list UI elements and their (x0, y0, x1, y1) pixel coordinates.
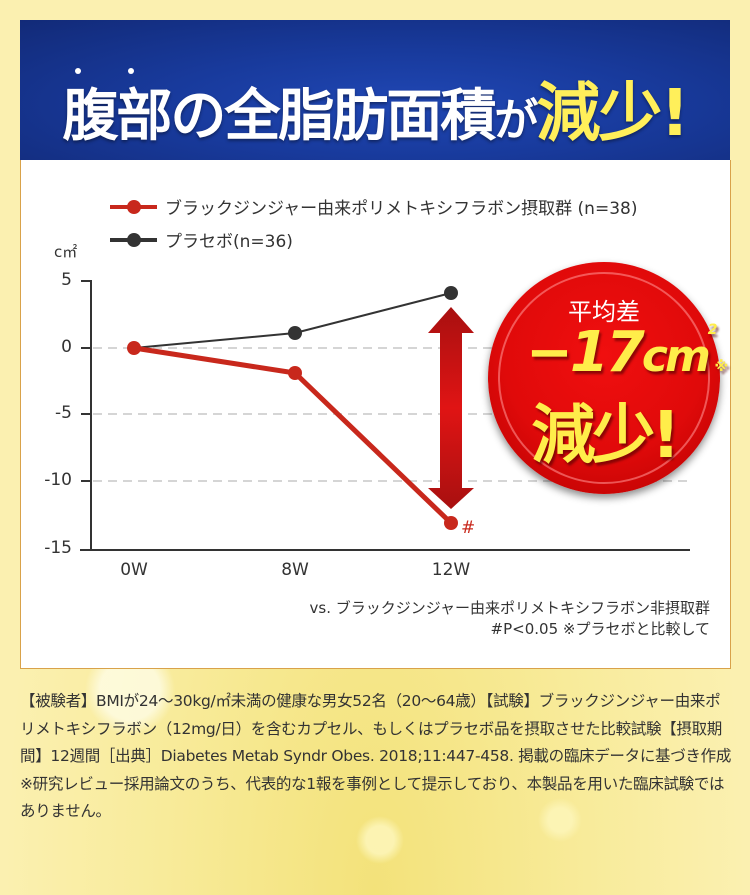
significance-marker: # (461, 518, 476, 538)
y-axis-unit: c㎡ (54, 243, 78, 261)
y-tick: 5 (61, 270, 72, 290)
difference-arrow (428, 307, 474, 509)
x-tick: 8W (281, 560, 309, 580)
study-footnote: 【被験者】BMIが24〜30kg/㎡未満の健康な男女52名（20〜64歳）【試験… (20, 692, 732, 820)
chart-notes: vs. ブラックジンジャー由来ポリメトキシフラボン非摂取群 #P<0.05 ※プ… (309, 599, 710, 638)
emphasis-dot (128, 68, 134, 74)
x-tick: 0W (120, 560, 148, 580)
y-tick: -5 (55, 403, 72, 423)
axes (80, 280, 690, 551)
y-tick: 0 (61, 337, 72, 357)
series-treatment (127, 341, 458, 530)
legend-item-treatment: ブラックジンジャー由来ポリメトキシフラボン摂取群 (n=38) (110, 190, 637, 223)
title-banner: 腹部の全脂肪面積が減少! (20, 20, 730, 160)
mean-difference-badge: 平均差 −17cm2※ 減少! (488, 262, 728, 494)
y-tick: -10 (44, 470, 72, 490)
legend-item-placebo: プラセボ(n=36) (110, 223, 637, 256)
emphasis-dot (75, 68, 81, 74)
legend-swatch-red (110, 193, 157, 221)
page-title: 腹部の全脂肪面積が減少! (62, 77, 689, 151)
chart-legend: ブラックジンジャー由来ポリメトキシフラボン摂取群 (n=38) プラセボ(n=3… (110, 190, 637, 256)
legend-swatch-dark (110, 226, 157, 254)
x-tick: 12W (431, 560, 471, 580)
y-tick: -15 (44, 538, 72, 558)
series-placebo (133, 286, 458, 349)
